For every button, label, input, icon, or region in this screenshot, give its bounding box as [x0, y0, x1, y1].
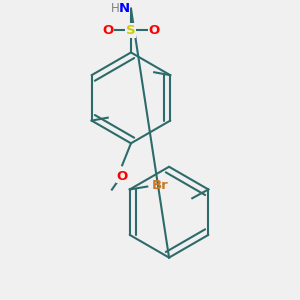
Text: S: S: [126, 24, 136, 37]
Text: N: N: [118, 2, 130, 15]
Text: O: O: [116, 170, 128, 183]
Text: H: H: [110, 2, 119, 15]
Text: Br: Br: [152, 179, 168, 192]
Text: O: O: [102, 24, 113, 37]
Text: O: O: [149, 24, 160, 37]
